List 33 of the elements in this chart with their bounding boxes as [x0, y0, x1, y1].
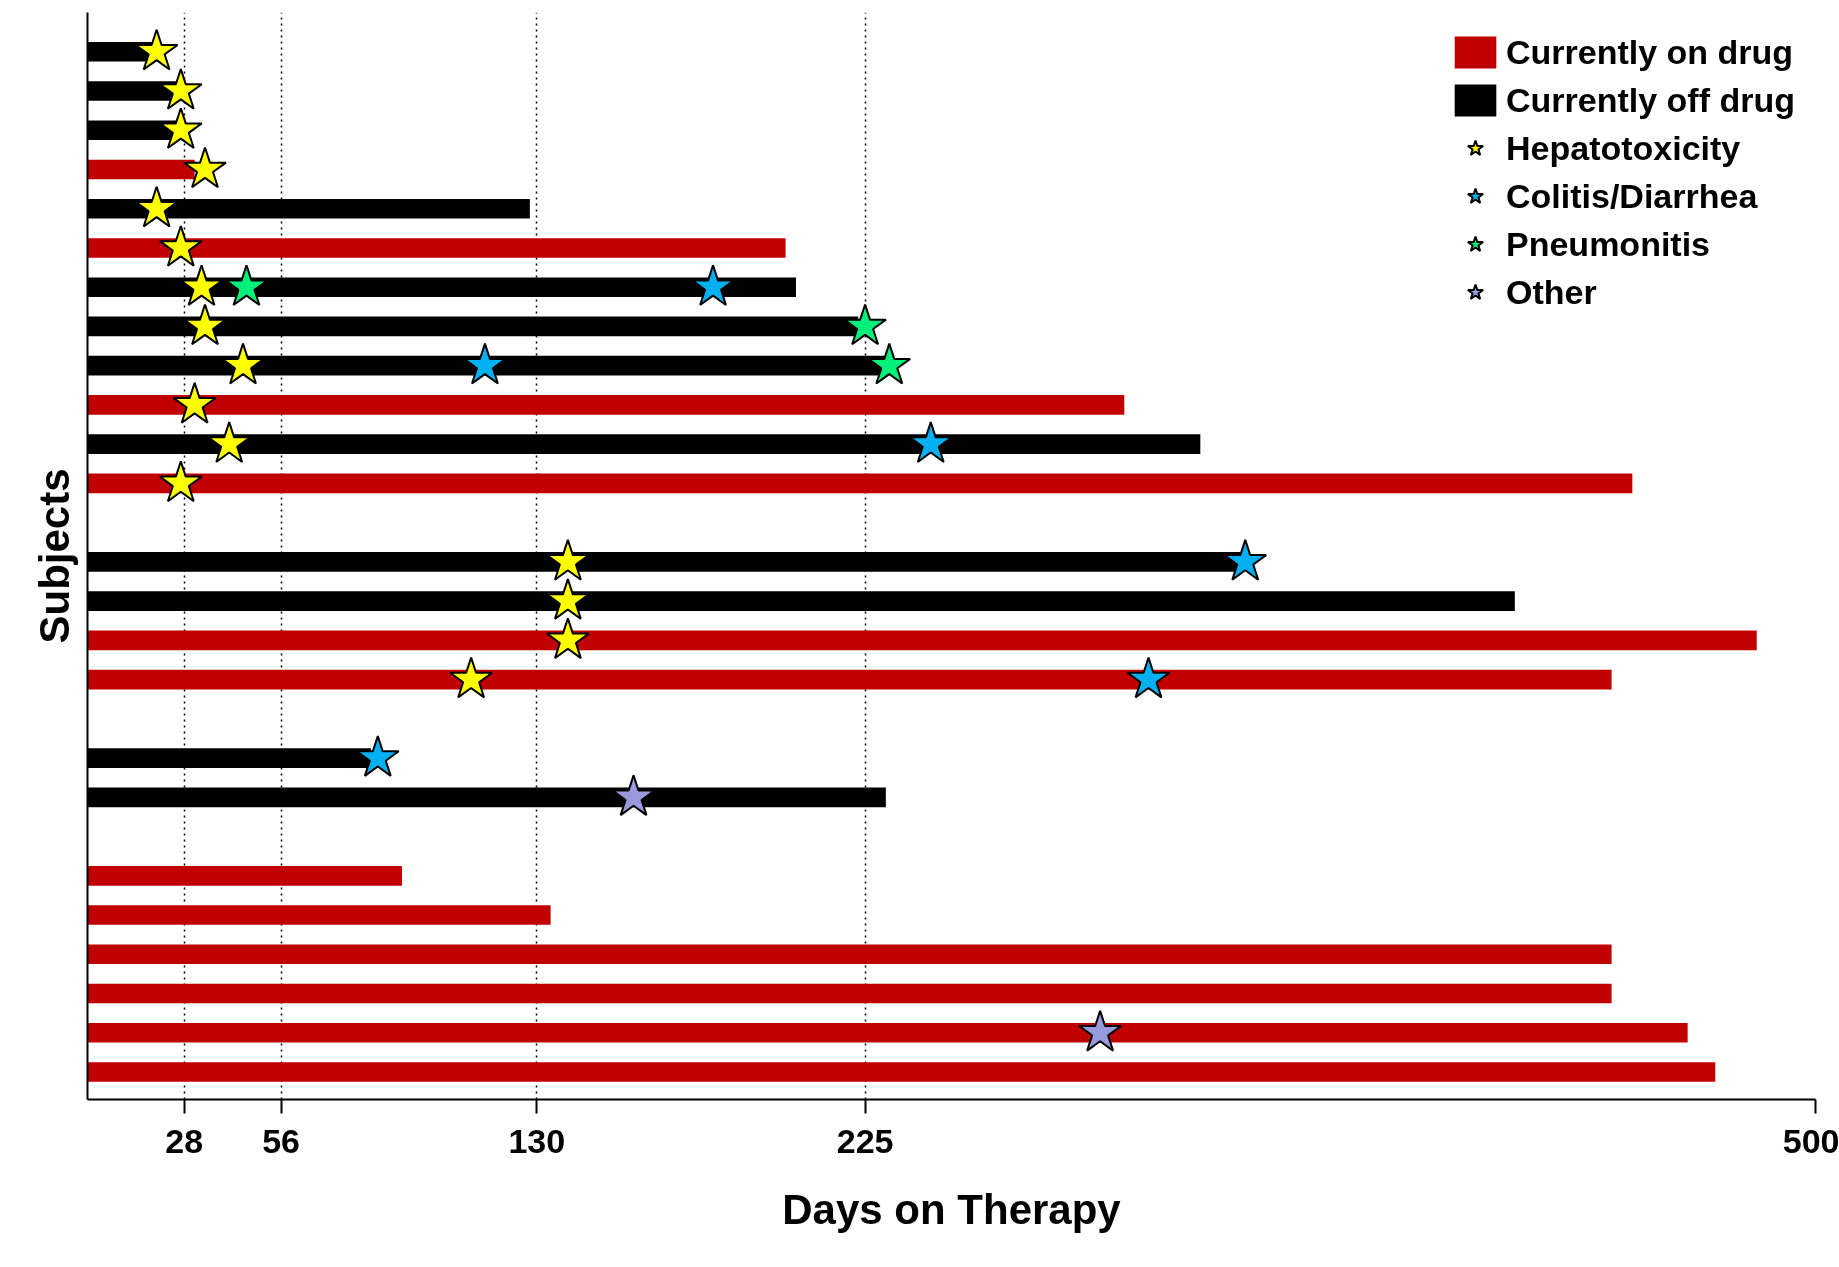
x-tick-label: 56 [262, 1121, 300, 1160]
bar [87, 866, 402, 886]
point [1078, 1009, 1123, 1052]
x-tick-label: 28 [165, 1121, 204, 1160]
legend-label: Currently on drug [1506, 32, 1794, 72]
point [545, 617, 590, 660]
bar [87, 395, 1125, 415]
bar [87, 630, 1757, 651]
legend-label: Colitis/Diarrhea [1506, 176, 1758, 216]
bar [87, 944, 1612, 965]
legend-label: Other [1506, 272, 1597, 312]
bar [87, 473, 1633, 494]
bar [87, 983, 1612, 1004]
x-axis-title: Days on Therapy [782, 1185, 1122, 1233]
x-tick-label: 225 [836, 1121, 894, 1160]
x-tick-label: 130 [508, 1121, 566, 1160]
legend-label: Pneumonitis [1506, 224, 1711, 264]
point [158, 460, 203, 503]
bar [87, 905, 551, 925]
bar [87, 669, 1612, 690]
point [158, 224, 203, 267]
legend-label: Hepatotoxicity [1506, 128, 1741, 168]
point [1126, 656, 1171, 699]
bar [87, 1062, 1716, 1082]
point [172, 381, 217, 424]
y-axis-title: Subjects [30, 468, 78, 644]
bar [87, 238, 786, 258]
legend-label: Currently off drug [1506, 80, 1795, 120]
point [449, 656, 494, 699]
bar [87, 159, 195, 180]
bar [87, 1022, 1688, 1043]
point [183, 146, 227, 189]
x-tick-label: 500 [1782, 1121, 1839, 1160]
